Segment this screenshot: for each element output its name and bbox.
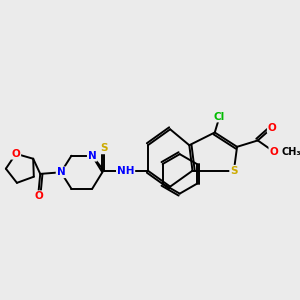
Text: CH₃: CH₃ bbox=[281, 147, 300, 157]
Text: S: S bbox=[100, 143, 108, 153]
Text: O: O bbox=[268, 123, 277, 133]
Text: O: O bbox=[269, 147, 278, 157]
Text: S: S bbox=[230, 166, 238, 176]
Text: O: O bbox=[34, 191, 43, 201]
Text: Cl: Cl bbox=[214, 112, 225, 122]
Text: N: N bbox=[57, 167, 65, 177]
Text: N: N bbox=[88, 151, 97, 161]
Text: NH: NH bbox=[117, 166, 134, 176]
Text: O: O bbox=[11, 149, 20, 159]
